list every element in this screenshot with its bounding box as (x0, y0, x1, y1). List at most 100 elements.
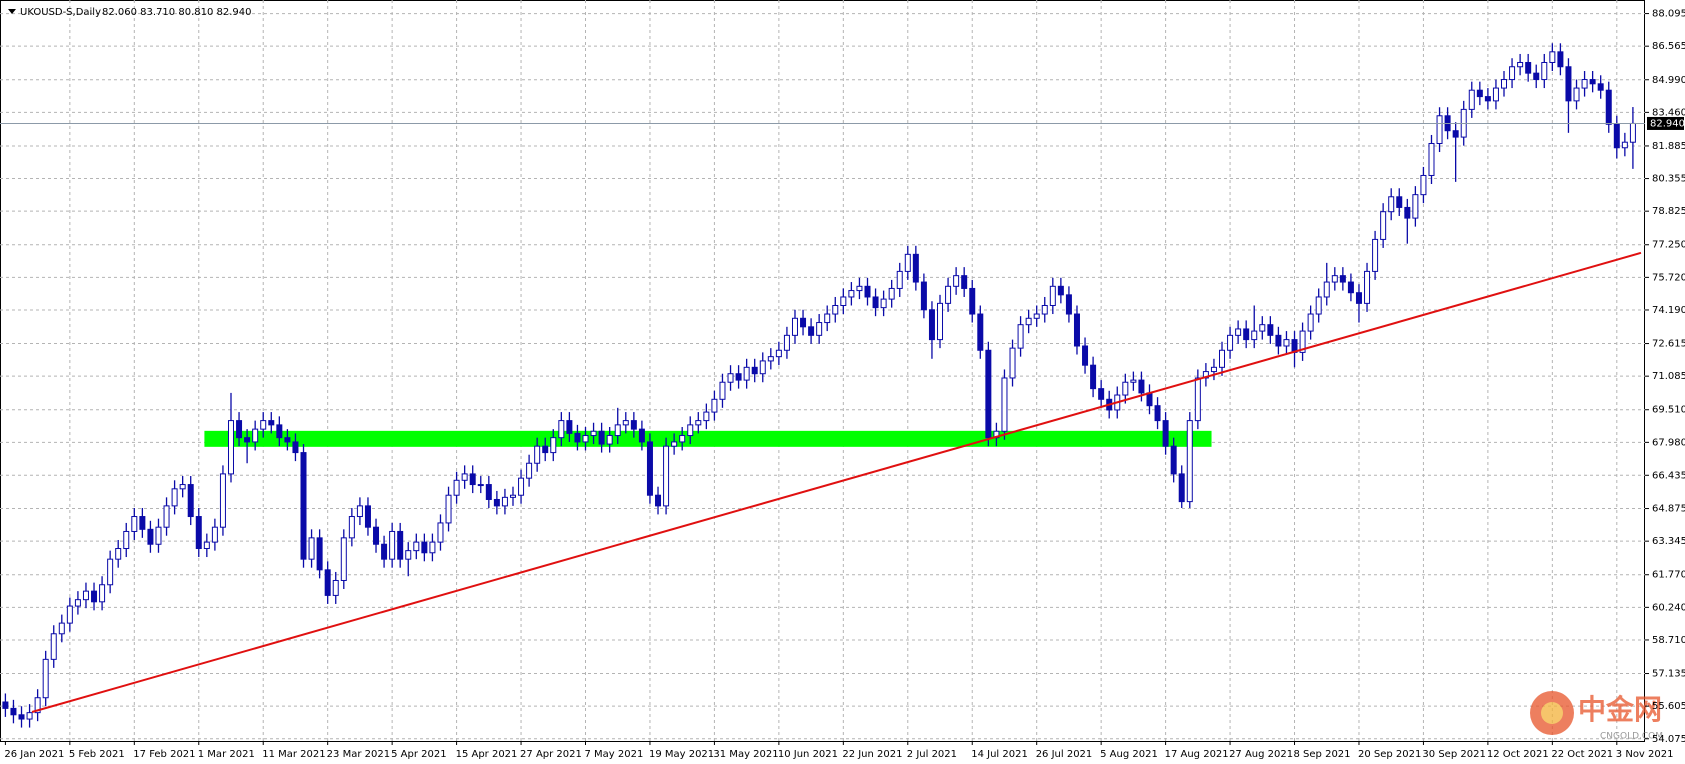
candle-body (461, 473, 468, 481)
candle-body (437, 522, 444, 543)
candle-body (1404, 206, 1411, 219)
candle-body (751, 366, 758, 375)
candle-body (1436, 115, 1443, 144)
candle-body (373, 526, 380, 545)
candle-body (743, 366, 750, 381)
candle-body (66, 605, 73, 624)
candle-body (1492, 87, 1499, 102)
y-tick-label: 58.710 (1652, 635, 1685, 646)
candle-body (332, 579, 339, 596)
candle-body (1162, 420, 1169, 447)
candle-body (1629, 122, 1636, 143)
candle-body (904, 253, 911, 272)
candle-body (1557, 51, 1564, 68)
candle-body (1621, 141, 1628, 149)
y-tick-label: 66.435 (1652, 470, 1685, 481)
x-tick-label: 2 Jul 2021 (907, 749, 957, 760)
candle-body (928, 309, 935, 341)
candle-body (397, 530, 404, 560)
candle-body (1033, 313, 1040, 319)
candle-body (356, 505, 363, 518)
candle-body (574, 432, 581, 443)
y-tick-label: 75.720 (1652, 272, 1685, 283)
candle-body (316, 537, 323, 571)
x-tick-label: 12 Oct 2021 (1487, 749, 1549, 760)
candle-body (1323, 281, 1330, 298)
candle-body (1178, 473, 1185, 503)
x-tick-label: 7 May 2021 (585, 749, 644, 760)
y-tick-label: 78.825 (1652, 206, 1685, 217)
candle-body (58, 622, 65, 635)
candle-body (453, 479, 460, 496)
y-tick-label: 71.085 (1652, 371, 1685, 382)
candle-body (896, 270, 903, 289)
x-tick-label: 8 Sep 2021 (1294, 749, 1351, 760)
candle-body (1468, 89, 1475, 110)
candle-body (364, 505, 371, 528)
candle-body (1565, 66, 1572, 102)
candle-body (1090, 364, 1097, 390)
x-tick-label: 11 Mar 2021 (262, 749, 325, 760)
candle-body (1210, 366, 1217, 373)
candle-body (308, 537, 315, 560)
candle-body (606, 435, 613, 445)
candle-body (139, 516, 146, 530)
candle-body (99, 584, 106, 603)
candle-body (421, 541, 428, 554)
candle-body (147, 528, 154, 545)
candle-body (171, 488, 178, 507)
candle-body (808, 326, 815, 336)
candle-body (1581, 79, 1588, 89)
candle-body (1146, 392, 1153, 407)
y-tick-label: 69.510 (1652, 405, 1685, 416)
current-price-label: 82.940 (1650, 118, 1685, 129)
candle-body (292, 441, 299, 454)
candle-body (389, 530, 396, 560)
y-tick-label: 61.770 (1652, 570, 1685, 581)
candle-body (759, 360, 766, 375)
candle-body (260, 420, 267, 430)
candle-body (767, 356, 774, 362)
plot-frame (0, 0, 1645, 742)
candle-body (123, 530, 130, 550)
y-tick-label: 63.345 (1652, 536, 1685, 547)
candle-body (445, 494, 452, 524)
y-tick-label: 57.135 (1652, 669, 1685, 680)
candle-body (1412, 194, 1419, 219)
candle-body (244, 437, 251, 443)
candle-body (1501, 79, 1508, 89)
candle-body (953, 275, 960, 287)
candle-body (131, 516, 138, 532)
candle-body (1017, 324, 1024, 349)
candle-body (800, 317, 807, 328)
candle-body (179, 484, 186, 490)
candle-body (18, 714, 25, 720)
candle-body (268, 420, 275, 426)
candle-body (711, 398, 718, 413)
candle-body (1476, 89, 1483, 98)
candle-body (252, 428, 259, 443)
x-tick-label: 19 May 2021 (649, 749, 714, 760)
candle-body (187, 484, 194, 518)
candle-body (646, 441, 653, 496)
candle-body (2, 701, 9, 709)
candle-body (91, 590, 98, 603)
candle-body (493, 498, 500, 507)
y-tick-label: 88.095 (1652, 9, 1685, 20)
candle-body (1388, 196, 1395, 213)
candle-body (590, 430, 597, 437)
candle-body (284, 437, 291, 443)
candle-body (1267, 324, 1274, 336)
candle-body (888, 287, 895, 300)
x-tick-label: 26 Jan 2021 (4, 749, 64, 760)
candle-body (340, 537, 347, 581)
candle-body (1227, 334, 1234, 351)
candle-body (598, 430, 605, 445)
chart-title: UKOUSD-S,Daily (20, 7, 101, 18)
candle-body (1484, 96, 1491, 102)
candle-body (1065, 294, 1072, 315)
x-tick-label: 15 Apr 2021 (456, 749, 518, 760)
candle-body (300, 452, 307, 560)
x-tick-label: 27 Apr 2021 (520, 749, 582, 760)
watermark-text: 中金网 (1578, 693, 1662, 726)
